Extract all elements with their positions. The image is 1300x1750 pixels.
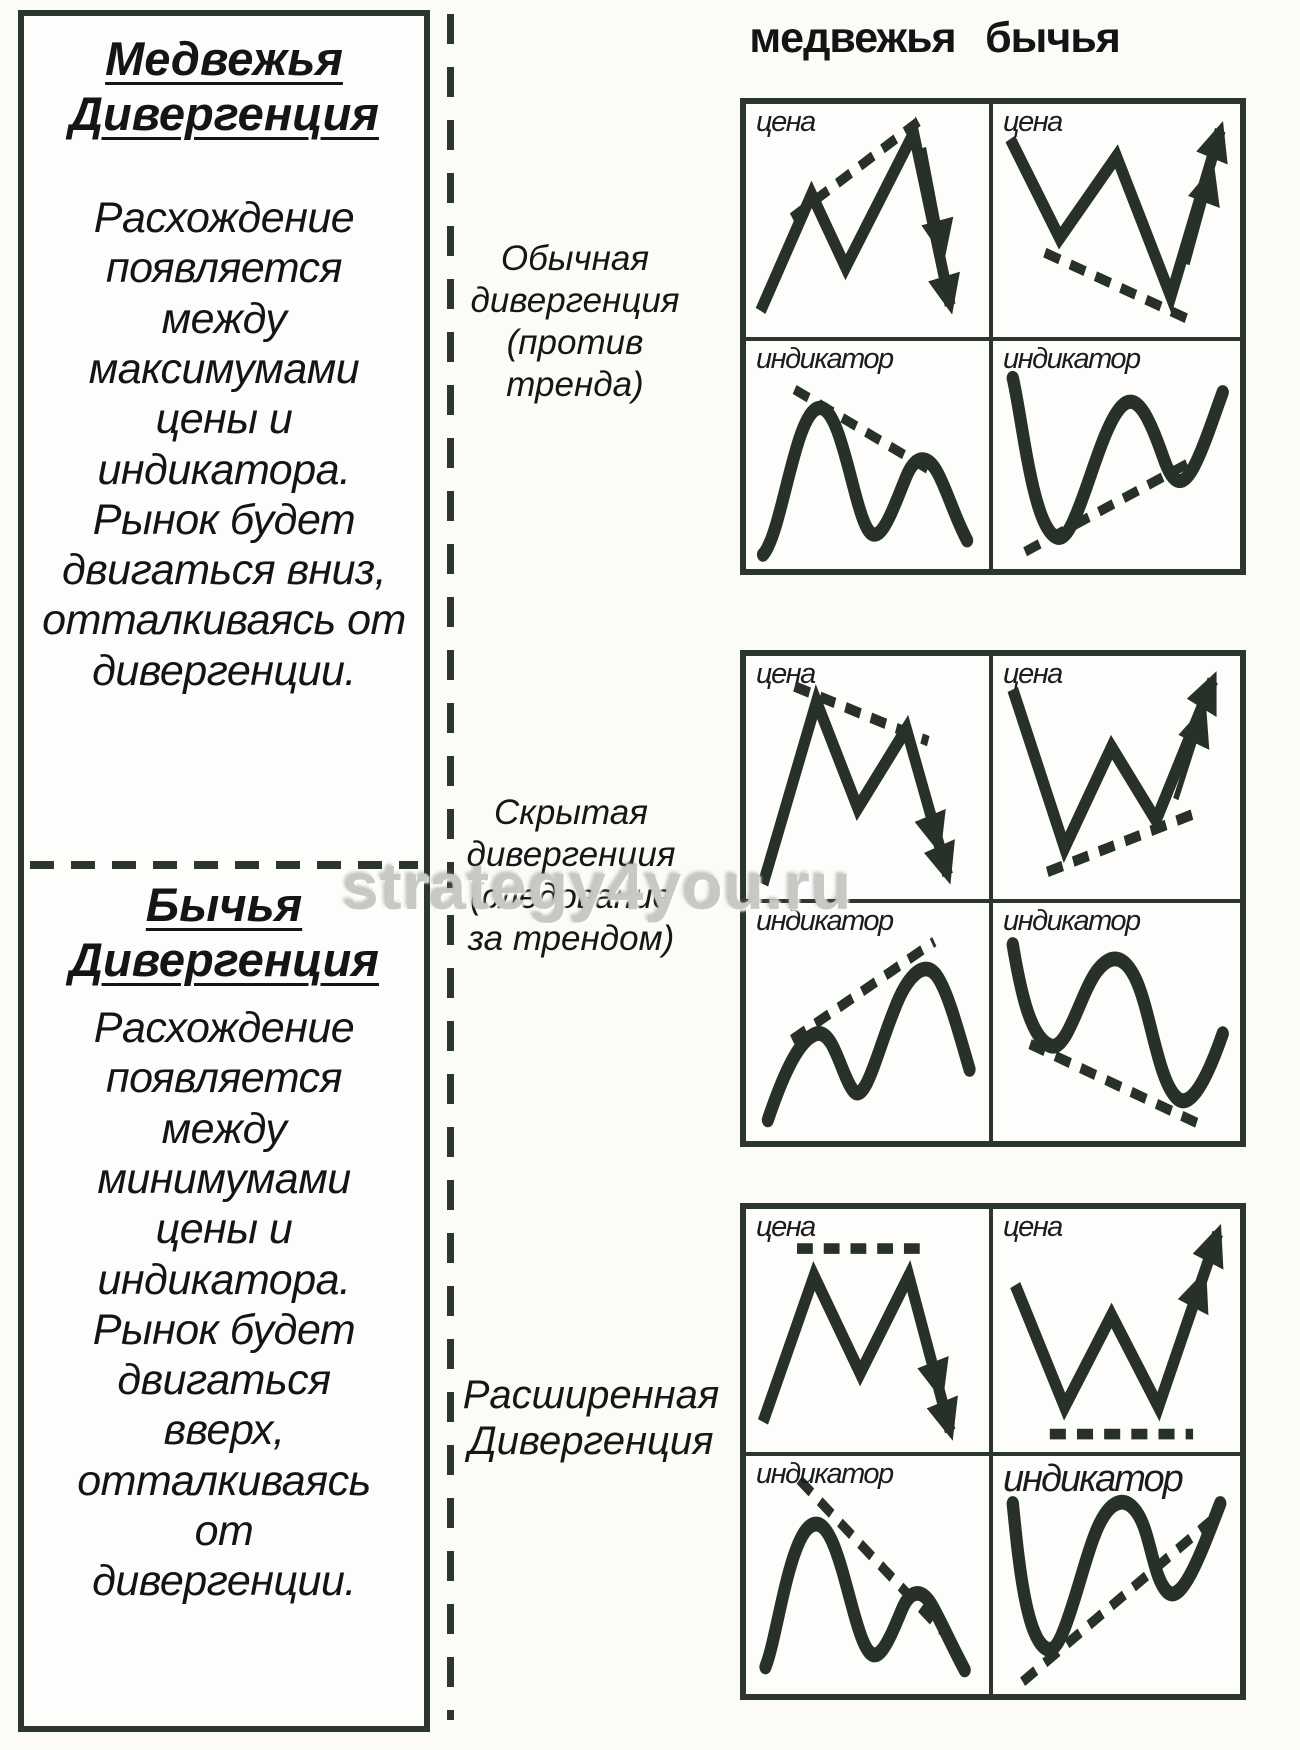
trendline-dashed xyxy=(1028,1039,1205,1131)
watermark: strategy4you.ru xyxy=(342,849,853,923)
cell-label-indicator: индикатор xyxy=(1003,905,1141,938)
regular-bullish-indicator-chart xyxy=(1006,371,1229,557)
indicator-line xyxy=(756,400,974,562)
cell-regular-bullish-price: цена xyxy=(993,104,1240,342)
extended-bearish-indicator-chart xyxy=(759,1476,971,1678)
cell-label-price: цена xyxy=(756,106,816,138)
bearish-definition-section: Медвежья Дивергенция Расхождение появляе… xyxy=(24,32,424,696)
cell-extended-bearish-price: цена xyxy=(746,1209,993,1457)
direction-arrow xyxy=(920,146,954,260)
cell-regular-bullish-indicator: индикатор xyxy=(993,341,1240,569)
cell-label-indicator: индикатор xyxy=(756,905,894,938)
indicator-line xyxy=(1006,937,1229,1109)
hidden-bearish-price-chart xyxy=(757,681,955,887)
cell-label-price: цена xyxy=(1003,1211,1063,1243)
hidden-bullish-price-chart xyxy=(1007,671,1218,878)
cell-label-price: цена xyxy=(756,658,816,690)
hidden-bullish-indicator-chart xyxy=(1006,937,1229,1131)
cell-label-indicator: индикатор xyxy=(1003,1458,1184,1501)
definitions-divider xyxy=(30,861,418,869)
group-label-regular-divergence: Обычная дивергенция (против тренда) xyxy=(470,239,680,404)
direction-arrow xyxy=(913,1293,949,1402)
regular-bearish-indicator-chart xyxy=(756,385,974,562)
price-line xyxy=(755,116,960,315)
group-label-extended-divergence: Расширенная Дивергенция xyxy=(462,1373,720,1463)
trendline-dashed xyxy=(796,1476,946,1636)
column-header-bearish: медвежья xyxy=(749,14,956,62)
cell-regular-bearish-indicator: индикатор xyxy=(746,341,993,569)
price-line xyxy=(1005,120,1228,314)
cell-label-indicator: индикатор xyxy=(756,343,894,376)
vertical-dashed-divider xyxy=(447,14,454,1720)
hidden-bearish-indicator-chart xyxy=(761,937,976,1128)
bullish-definition-section: Бычья Дивергенция Расхождение появляется… xyxy=(24,878,424,1607)
price-line xyxy=(1007,671,1218,864)
cell-extended-bearish-indicator: индикатор xyxy=(746,1456,993,1694)
extended-bullish-indicator-chart xyxy=(1006,1495,1227,1687)
bearish-definition-body: Расхождение появляется между максимумами… xyxy=(42,194,406,695)
cell-label-price: цена xyxy=(1003,106,1063,138)
trendline-dashed xyxy=(790,937,937,1045)
cell-label-indicator: индикатор xyxy=(1003,343,1141,376)
grid-extended-divergence: цена цена индикатор индикатор xyxy=(740,1203,1246,1700)
grid-regular-divergence: цена цена индикатор индикатор xyxy=(740,98,1246,575)
bearish-definition-title: Медвежья Дивергенция xyxy=(69,32,379,140)
grid-hidden-divergence: цена цена индикатор индикатор xyxy=(740,650,1246,1147)
indicator-line xyxy=(1006,371,1229,545)
cell-label-price: цена xyxy=(756,1211,816,1243)
trendline-dashed xyxy=(1020,1517,1213,1687)
direction-arrow xyxy=(1170,1269,1209,1366)
indicator-line xyxy=(761,961,976,1128)
cell-label-price: цена xyxy=(1003,658,1063,690)
definitions-panel: Медвежья Дивергенция Расхождение появляе… xyxy=(18,10,430,1732)
cell-hidden-bullish-indicator: индикатор xyxy=(993,903,1240,1141)
extended-bullish-price-chart xyxy=(1010,1223,1224,1440)
indicator-line xyxy=(759,1517,971,1678)
direction-arrow xyxy=(911,752,946,855)
direction-arrow xyxy=(1184,164,1220,266)
direction-arrow xyxy=(1173,704,1210,801)
bullish-definition-body: Расхождение появляется между минимумами … xyxy=(77,1004,371,1606)
cell-extended-bullish-indicator: индикатор xyxy=(993,1456,1240,1694)
column-header-bullish: бычья xyxy=(985,14,1121,62)
trendline-dashed xyxy=(792,385,931,474)
cell-extended-bullish-price: цена xyxy=(993,1209,1240,1457)
extended-bearish-price-chart xyxy=(758,1243,958,1441)
regular-bearish-price-chart xyxy=(755,116,960,315)
indicator-line xyxy=(1006,1495,1227,1657)
group-label-hidden-divergence: Скрытая дивергенция (следование за тренд… xyxy=(466,793,676,958)
regular-bullish-price-chart xyxy=(1005,120,1228,328)
cell-regular-bearish-price: цена xyxy=(746,104,993,342)
price-line xyxy=(758,1259,958,1441)
cell-hidden-bearish-indicator: индикатор xyxy=(746,903,993,1141)
cell-hidden-bullish-price: цена xyxy=(993,656,1240,904)
cell-hidden-bearish-price: цена xyxy=(746,656,993,904)
cell-label-indicator: индикатор xyxy=(756,1458,894,1491)
bullish-definition-title: Бычья Дивергенция xyxy=(69,878,379,986)
